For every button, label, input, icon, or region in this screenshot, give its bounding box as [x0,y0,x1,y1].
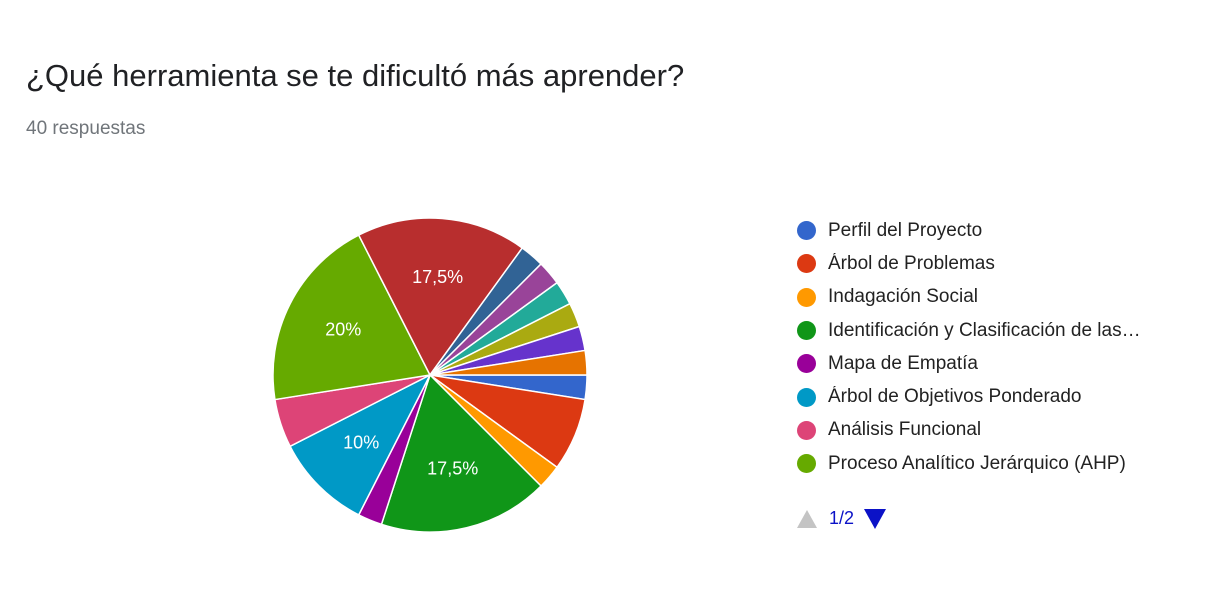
legend-label: Árbol de Objetivos Ponderado [828,386,1082,408]
slice-percent-label: 10% [343,433,379,453]
legend-label: Mapa de Empatía [828,352,978,374]
chart-legend: Perfil del Proyecto Árbol de Problemas I… [797,214,1141,480]
response-count: 40 respuestas [26,118,146,139]
legend-swatch-icon [797,254,816,274]
page-down-icon[interactable] [864,508,887,529]
pie-slice[interactable] [289,373,432,516]
legend-swatch-icon [797,354,816,374]
pie-chart: 17,5% 10% 20% 17,5% [272,217,588,533]
legend-item[interactable]: Mapa de Empatía [797,347,1141,380]
legend-label: Árbol de Problemas [828,252,995,274]
page-indicator: 1/2 [829,508,855,528]
legend-item[interactable]: Análisis Funcional [797,414,1141,447]
legend-swatch-icon [797,454,816,474]
legend-swatch-icon [797,387,816,407]
legend-item[interactable]: Identificación y Clasificación de las… [797,314,1141,347]
chart-title: ¿Qué herramienta se te dificultó más apr… [26,58,685,93]
legend-label: Indagación Social [828,286,978,308]
legend-label: Perfil del Proyecto [828,219,983,241]
page-up-icon[interactable] [797,509,817,528]
legend-swatch-icon [797,221,816,241]
legend-item[interactable]: Indagación Social [797,281,1141,314]
slice-percent-label: 17,5% [427,458,478,478]
legend-swatch-icon [797,420,816,440]
pie-slice[interactable] [272,234,432,401]
legend-label: Proceso Analítico Jerárquico (AHP) [828,452,1126,474]
pie-slice[interactable] [380,373,543,533]
legend-item[interactable]: Proceso Analítico Jerárquico (AHP) [797,447,1141,480]
slice-percent-label: 17,5% [412,267,463,287]
pie-slice[interactable] [429,349,588,376]
legend-pager: 1/2 [797,508,887,529]
legend-label: Identificación y Clasificación de las… [828,319,1141,341]
legend-item[interactable]: Árbol de Problemas [797,247,1141,280]
legend-swatch-icon [797,321,816,341]
legend-item[interactable]: Árbol de Objetivos Ponderado [797,380,1141,413]
slice-percent-label: 20% [325,320,361,340]
legend-item[interactable]: Perfil del Proyecto [797,214,1141,247]
legend-swatch-icon [797,287,816,307]
legend-label: Análisis Funcional [828,419,982,441]
pie-slice[interactable] [357,217,524,377]
